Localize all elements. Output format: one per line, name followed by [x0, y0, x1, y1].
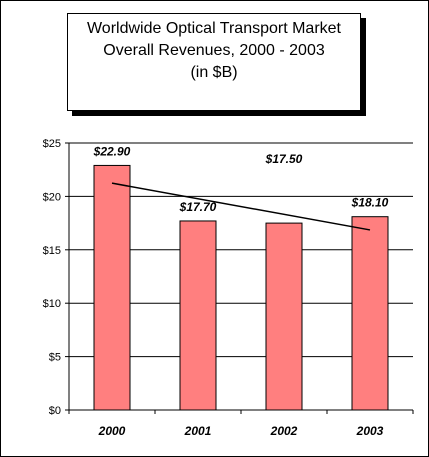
x-tick-label: 2000 — [98, 424, 126, 438]
bar-2003 — [351, 216, 389, 411]
chart-title-line-3: (in $B) — [190, 64, 238, 81]
x-axis: 2000 2001 2002 2003 — [68, 409, 414, 438]
y-tick-label: $10 — [43, 298, 61, 310]
x-tick-label: 2003 — [356, 424, 384, 438]
y-tick-label: $0 — [49, 405, 61, 417]
bar-2002 — [265, 222, 303, 411]
x-tick-label: 2002 — [270, 424, 298, 438]
data-label: $17.70 — [179, 200, 217, 214]
chart-title-line-1: Worldwide Optical Transport Market — [86, 20, 341, 37]
chart-title: Worldwide Optical Transport Market Overa… — [67, 13, 361, 111]
data-label: $22.90 — [93, 144, 131, 158]
x-tick-label: 2001 — [184, 424, 212, 438]
bar-2001 — [179, 220, 217, 411]
y-tick-label: $25 — [43, 138, 61, 150]
bar-2000 — [93, 164, 131, 411]
y-tick-label: $5 — [49, 352, 61, 364]
data-label: $18.10 — [351, 196, 389, 210]
trendline-group — [111, 182, 371, 231]
data-labels: $22.90 $17.70 $17.50 $18.10 — [93, 144, 389, 214]
trendline — [111, 182, 371, 231]
bars — [93, 164, 389, 411]
y-axis: $0 $5 $10 $15 $20 $25 — [43, 138, 70, 417]
y-tick-label: $20 — [43, 191, 61, 203]
chart-title-line-2: Overall Revenues, 2000 - 2003 — [103, 42, 325, 59]
y-tick-label: $15 — [43, 245, 61, 257]
data-label: $17.50 — [265, 152, 303, 166]
